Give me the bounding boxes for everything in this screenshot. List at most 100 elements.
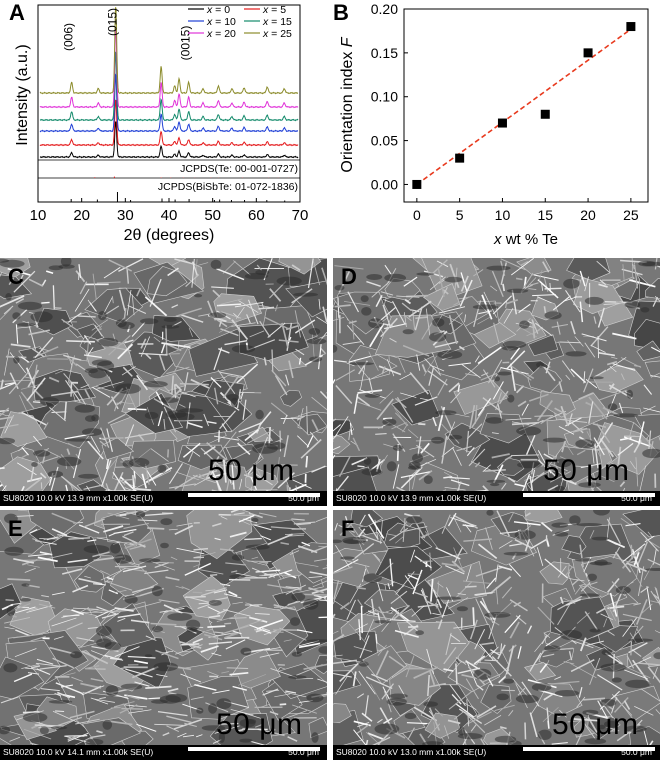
sem-lamella [567,720,585,723]
sem-lamella [307,258,314,289]
sem-shadow [288,675,307,680]
sem-lamella [495,392,502,411]
sem-lamella [113,589,127,594]
sem-lamella [31,364,38,394]
sem-lamella [20,356,30,363]
sem-lamella [603,618,608,628]
sem-lamella [606,517,610,540]
sem-lamella [120,401,135,405]
sem-grain [497,457,525,476]
sem-shadow [642,448,660,459]
sem-info-e: SU8020 10.0 kV 14.1 mm x1.00k SE(U) [3,747,154,757]
sem-lamella [198,473,206,478]
sem-lamella [219,410,236,430]
sem-lamella [333,659,357,665]
sem-lamella [99,440,107,447]
sem-lamella [229,531,247,538]
sem-lamella [231,464,235,490]
sem-lamella [474,591,493,596]
sem-lamella [174,258,196,266]
sem-lamella [91,734,106,738]
sem-lamella [184,562,212,576]
sem-lamella [333,379,336,385]
sem-lamella [573,465,594,468]
sem-lamella [584,611,599,631]
sem-lamella [113,701,135,708]
sem-lamella [213,347,223,371]
sem-lamella [370,598,375,616]
sem-lamella [490,649,501,656]
sem-lamella [382,304,392,329]
sem-lamella [368,377,374,394]
sem-lamella [237,442,251,455]
sem-lamella [296,522,311,526]
sem-lamella [548,468,550,480]
sem-lamella [447,421,456,440]
sem-lamella [182,442,201,458]
sem-lamella [644,535,655,543]
sem-lamella [60,684,73,688]
sem-lamella [442,289,449,295]
sem-info-c: SU8020 10.0 kV 13.9 mm x1.00k SE(U) [3,493,154,503]
sem-lamella [274,693,291,698]
sem-shadow [402,329,414,335]
sem-lamella [488,359,503,384]
sem-lamella [214,725,240,734]
sem-lamella [287,600,301,606]
sem-lamella [22,711,40,714]
sem-lamella [502,283,506,292]
sem-info-bar-d: SU8020 10.0 kV 13.9 mm x1.00k SE(U) 50.0… [333,491,660,506]
sem-lamella [589,657,601,685]
sem-lamella [155,649,179,660]
sem-lamella [572,640,594,649]
sem-lamella [233,512,245,515]
sem-lamella [52,657,74,669]
sem-lamella [378,606,388,621]
sem-shadow [569,515,581,526]
sem-lamella [181,586,190,591]
sem-lamella [214,537,221,541]
sem-lamella [127,655,156,659]
sem-lamella [414,396,438,406]
sem-lamella [13,270,36,293]
sem-lamella [214,435,239,441]
xrd-pattern-line [39,27,299,109]
sem-lamella [108,376,114,389]
sem-lamella [128,709,152,714]
sem-lamella [153,397,178,413]
sem-lamella [444,486,466,491]
sem-lamella [384,264,393,276]
sem-lamella [479,643,494,661]
sem-lamella [537,606,555,625]
sem-lamella [216,303,242,307]
sem-lamella [210,377,222,388]
legend-entry: x = 25 [262,28,292,40]
sem-lamella [448,315,458,345]
scale-bar-d [523,493,655,497]
sem-shadow [291,651,302,657]
sem-lamella [335,675,349,695]
sem-grain [152,315,201,342]
sem-lamella [356,586,366,590]
sem-lamella [464,524,472,533]
sem-lamella [453,296,470,306]
sem-lamella [65,734,88,737]
sem-shadow [129,457,150,468]
sem-grain [524,510,563,524]
sem-lamella [289,487,291,491]
sem-lamella [482,485,489,491]
sem-lamella [565,290,581,313]
sem-lamella [92,551,110,558]
sem-lamella [298,357,302,365]
sem-lamella [194,552,216,558]
sem-lamella [451,693,462,705]
sem-image-d: D 50 μm SU8020 10.0 kV 13.9 mm x1.00k SE… [333,258,660,506]
sem-lamella [83,325,103,344]
sem-lamella [531,469,535,484]
sem-lamella [32,348,45,358]
sem-lamella [462,702,477,710]
sem-shadow [386,697,407,706]
sem-lamella [285,586,301,589]
sem-lamella [21,446,29,456]
sem-lamella [247,299,259,325]
